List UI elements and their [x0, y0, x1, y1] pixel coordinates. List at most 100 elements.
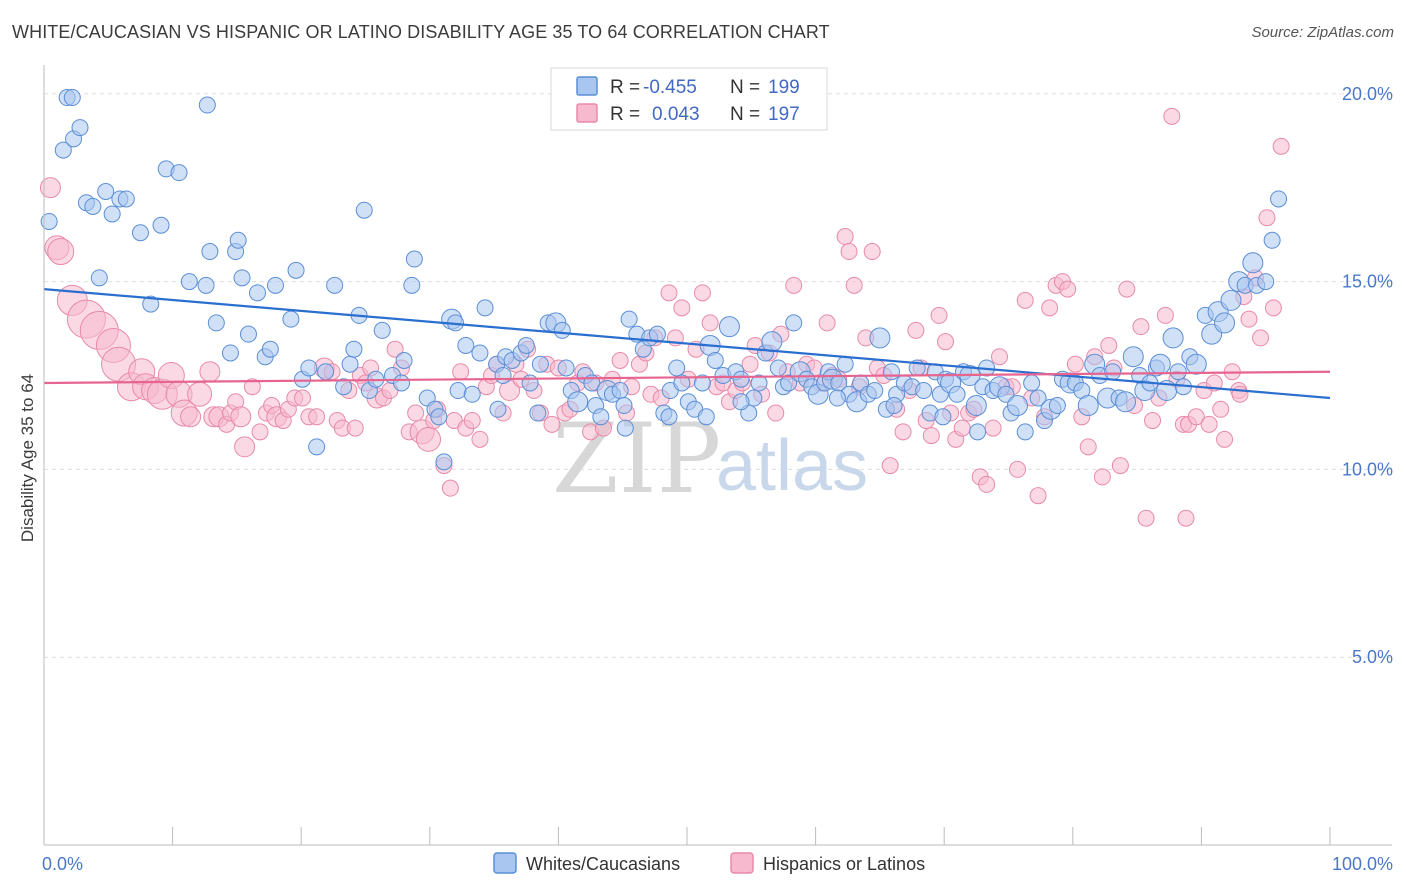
hispanic-point	[936, 333, 954, 351]
white-point	[335, 378, 353, 396]
white-point	[142, 295, 160, 313]
hispanic-point	[1016, 291, 1034, 309]
white-point	[693, 374, 711, 392]
white-point	[103, 205, 121, 223]
white-point	[1149, 353, 1171, 375]
white-point	[1169, 363, 1187, 381]
trend-lines	[43, 288, 1331, 400]
hispanic-point	[1272, 137, 1290, 155]
white-point	[869, 327, 891, 349]
white-point	[221, 344, 239, 362]
hispanic-point	[1093, 468, 1111, 486]
white-point	[1185, 353, 1207, 375]
hispanic-point	[1231, 385, 1249, 403]
hispanic-point	[1079, 438, 1097, 456]
white-point	[248, 284, 266, 302]
hispanic-point	[1111, 457, 1129, 475]
white-point	[836, 355, 854, 373]
white-point	[885, 397, 903, 415]
white-point	[373, 321, 391, 339]
hispanic-point	[1118, 280, 1136, 298]
white-point	[54, 141, 72, 159]
bottom-legend-label-pink[interactable]: Hispanics or Latinos	[763, 854, 925, 874]
white-point	[180, 273, 198, 291]
white-point	[915, 382, 933, 400]
white-point	[648, 325, 666, 343]
source-label: Source: ZipAtlas.com	[1251, 24, 1394, 41]
hispanic-point	[308, 408, 326, 426]
bottom-legend-label-blue[interactable]: Whites/Caucasians	[526, 854, 680, 874]
white-point	[435, 453, 453, 471]
y-tick-label-3: 20.0%	[1342, 84, 1393, 104]
white-point	[117, 190, 135, 208]
hispanic-point	[881, 457, 899, 475]
white-point	[1214, 312, 1236, 334]
hispanic-point	[1066, 355, 1084, 373]
white-point	[308, 438, 326, 456]
hispanic-point	[230, 406, 252, 428]
white-point	[239, 325, 257, 343]
white-point	[198, 96, 216, 114]
bottom-legend-swatch-blue[interactable]	[493, 852, 517, 874]
hispanic-point	[293, 389, 311, 407]
white-point	[1242, 252, 1264, 274]
white-point	[718, 316, 740, 338]
hispanic-point	[984, 419, 1002, 437]
white-point	[152, 216, 170, 234]
hispanic-point	[1144, 412, 1162, 430]
white-point	[969, 423, 987, 441]
hispanic-point	[471, 430, 489, 448]
hispanic-point	[1137, 509, 1155, 527]
y-tick-labels: 5.0% 10.0% 15.0% 20.0%	[1342, 84, 1393, 667]
hispanic-point	[907, 321, 925, 339]
white-point	[395, 351, 413, 369]
white-point	[615, 397, 633, 415]
hispanic-point	[180, 406, 202, 428]
legend-r-value-2: 0.043	[652, 104, 700, 125]
white-point	[393, 374, 411, 392]
bottom-legend-swatch-pink[interactable]	[730, 852, 754, 874]
hispanic-point	[234, 436, 256, 458]
white-point	[673, 374, 691, 392]
white-point	[706, 351, 724, 369]
x-tick-label-1: 100.0%	[1332, 854, 1393, 874]
hispanic-point	[407, 404, 425, 422]
legend-r-value-1: -0.455	[643, 77, 697, 98]
legend-n-label-2: N =	[730, 104, 760, 125]
white-point	[1220, 289, 1242, 311]
white-point	[732, 393, 750, 411]
white-point	[557, 359, 575, 377]
x-tick-labels: 0.0% 100.0%	[42, 854, 1393, 874]
hispanic-point	[660, 284, 678, 302]
white-point	[345, 340, 363, 358]
white-point	[668, 359, 686, 377]
white-point	[63, 89, 81, 107]
white-point	[616, 419, 634, 437]
white-point	[1048, 397, 1066, 415]
legend-box: R = -0.455 N = 199 R = 0.043 N = 197	[550, 67, 828, 131]
hispanic-point	[1009, 460, 1027, 478]
legend-r-label-1: R =	[610, 77, 640, 98]
white-point	[567, 391, 589, 413]
white-point	[1270, 190, 1288, 208]
white-point	[1257, 273, 1275, 291]
white-point	[1016, 423, 1034, 441]
watermark-zip: ZIP	[552, 403, 721, 515]
white-point	[761, 331, 783, 353]
white-point	[1104, 363, 1122, 381]
hispanic-point	[463, 412, 481, 430]
white-point	[471, 344, 489, 362]
hispanic-point	[1187, 408, 1205, 426]
white-point	[317, 363, 335, 381]
y-tick-label-0: 5.0%	[1352, 647, 1393, 667]
white-point	[201, 243, 219, 261]
x-tick-label-0: 0.0%	[42, 854, 83, 874]
white-point	[494, 366, 512, 384]
white-point	[529, 404, 547, 422]
hispanic-point	[1264, 299, 1282, 317]
hispanic-point	[1252, 329, 1270, 347]
hispanic-point	[930, 306, 948, 324]
white-point	[1263, 231, 1281, 249]
white-point	[84, 197, 102, 215]
hispanic-point	[611, 351, 629, 369]
